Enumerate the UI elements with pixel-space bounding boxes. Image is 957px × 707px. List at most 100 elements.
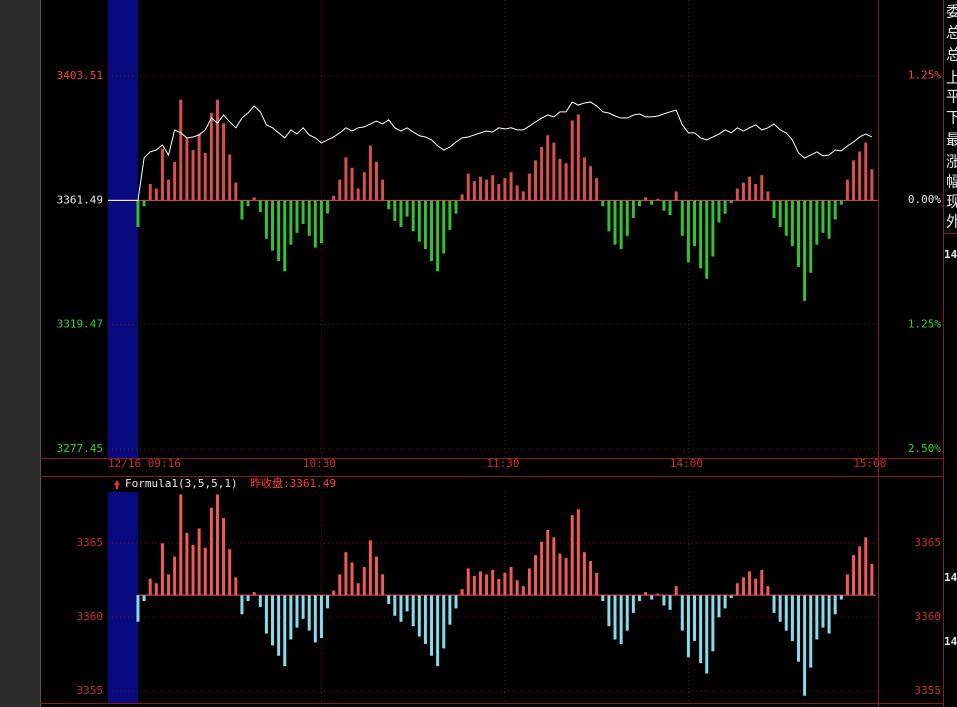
bar — [289, 595, 293, 640]
bar — [136, 200, 140, 227]
reference-label: 昨收盘:3361.49 — [250, 476, 336, 490]
bar — [430, 595, 434, 656]
bar — [222, 518, 226, 596]
bar — [546, 529, 550, 596]
sidebar-label: 现 — [946, 193, 957, 211]
sidebar-label: 下 — [946, 109, 957, 127]
bar — [705, 200, 709, 279]
y2-tick-label: 1.25% — [908, 318, 941, 331]
bar — [271, 200, 275, 251]
bar — [741, 182, 745, 201]
bar — [222, 123, 226, 201]
bar — [699, 200, 703, 269]
bar — [301, 595, 305, 619]
bar — [766, 586, 770, 596]
bar — [466, 173, 470, 201]
bar — [790, 595, 794, 641]
bar — [778, 200, 782, 227]
bar — [540, 541, 544, 596]
bar — [185, 532, 189, 596]
sidebar-label: 总 — [946, 46, 957, 64]
y2-tick-label: 3360 — [915, 610, 942, 623]
bar — [601, 200, 605, 207]
formula-name[interactable]: Formula1(3,5,5,1) — [125, 477, 238, 490]
x-tick-label: 10:30 — [303, 457, 336, 470]
bar — [411, 595, 415, 627]
bar — [582, 157, 586, 201]
bar — [754, 578, 758, 596]
bar — [228, 549, 232, 596]
bar — [405, 595, 409, 612]
bar — [197, 133, 201, 201]
bar — [234, 577, 238, 596]
bar — [680, 200, 684, 236]
bar — [167, 179, 171, 201]
premarket-area — [108, 492, 138, 703]
bar — [546, 135, 550, 201]
bar — [454, 595, 458, 609]
bar — [852, 555, 856, 596]
bar — [215, 99, 219, 201]
bar — [705, 595, 709, 674]
bar — [215, 494, 219, 596]
bar — [613, 595, 617, 640]
bar — [864, 142, 868, 201]
bar — [839, 200, 843, 205]
bar — [650, 595, 654, 600]
bar — [662, 595, 666, 606]
y-tick-label: 3355 — [77, 684, 104, 697]
bar — [448, 200, 452, 230]
bar — [142, 595, 146, 602]
bar — [631, 595, 635, 613]
bar — [839, 595, 843, 600]
bar — [521, 586, 525, 596]
sidebar-label: 委 — [946, 3, 957, 21]
y-tick-label: 3365 — [77, 536, 104, 549]
bar — [833, 200, 837, 220]
bar — [246, 200, 250, 207]
bar — [399, 200, 403, 227]
bar — [368, 540, 372, 596]
bar — [173, 161, 177, 201]
premarket-area — [108, 0, 138, 458]
sidebar-label: 平 — [946, 88, 957, 106]
bar — [540, 147, 544, 201]
bar — [668, 200, 672, 216]
bar — [148, 578, 152, 596]
bar — [686, 595, 690, 658]
bar — [362, 566, 366, 596]
bar — [637, 595, 641, 602]
bar — [503, 572, 507, 596]
sidebar-label: 总 — [946, 24, 957, 42]
bar — [393, 595, 397, 616]
bar — [228, 154, 232, 201]
bar — [338, 179, 342, 201]
bar — [307, 200, 311, 236]
bar — [430, 200, 434, 261]
bar — [387, 595, 391, 604]
bar — [625, 200, 629, 236]
bar — [466, 568, 470, 596]
y2-tick-label: 0.00% — [908, 193, 941, 206]
bar — [595, 572, 599, 596]
bar — [264, 595, 268, 634]
bar — [301, 200, 305, 224]
formula-icon[interactable] — [114, 480, 120, 489]
bar — [264, 200, 268, 239]
bar — [619, 200, 623, 250]
y-tick-label: 3361.49 — [57, 193, 103, 206]
bar — [356, 188, 360, 201]
bar — [344, 157, 348, 201]
bar — [350, 562, 354, 596]
bar — [148, 184, 152, 201]
bar — [142, 200, 146, 207]
bar — [283, 595, 287, 667]
bar — [668, 595, 672, 610]
bar — [442, 595, 446, 649]
bar — [491, 569, 495, 596]
bar — [680, 595, 684, 631]
bar — [417, 200, 421, 242]
sidebar-number: 14 — [944, 635, 957, 648]
bar — [167, 574, 171, 596]
bar — [509, 172, 513, 201]
